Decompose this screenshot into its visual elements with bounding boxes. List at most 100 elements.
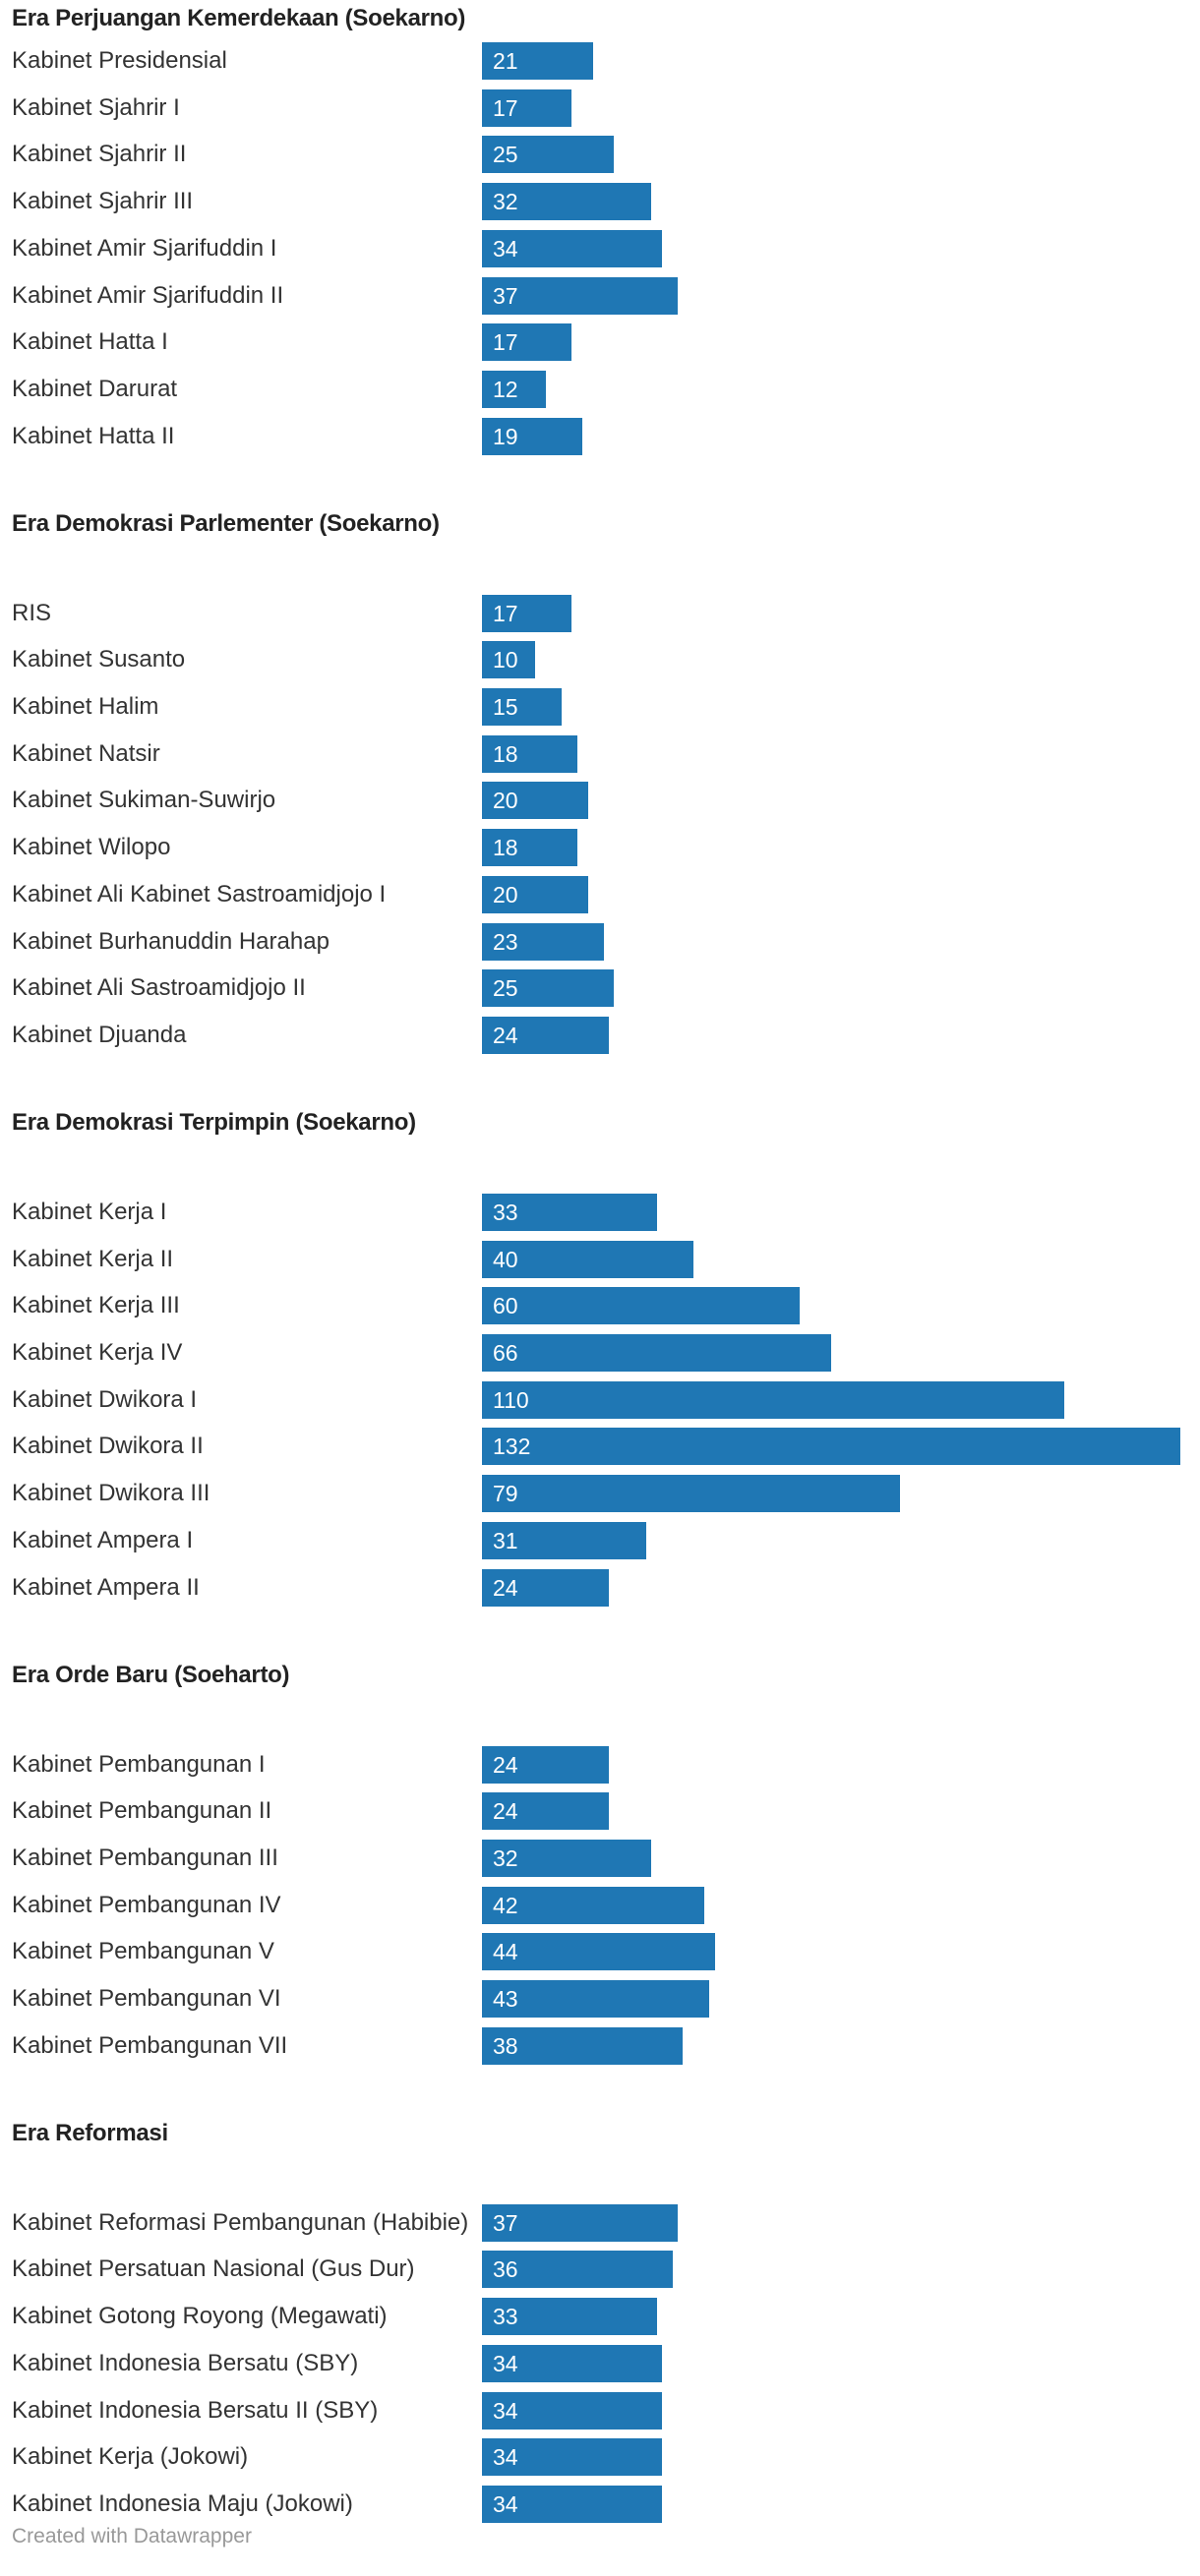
bar-value-label: 32 (493, 1844, 518, 1871)
bar: 17 (482, 594, 572, 632)
bar-value-label: 34 (493, 2444, 518, 2471)
bar: 17 (482, 323, 572, 362)
bar-value-label: 37 (493, 282, 518, 309)
bar-value-label: 42 (493, 1892, 518, 1918)
bar: 32 (482, 183, 652, 221)
bar-value-label: 31 (493, 1527, 518, 1553)
bar: 34 (482, 2438, 662, 2477)
bar-value-label: 33 (493, 1199, 518, 1225)
category-label: Kabinet Kerja (Jokowi) (12, 2443, 249, 2471)
bar: 17 (482, 88, 572, 127)
bar-value-label: 10 (493, 647, 518, 673)
bar: 31 (482, 1521, 646, 1559)
bar: 18 (482, 734, 577, 773)
bar-value-label: 32 (493, 189, 518, 215)
bar-value-label: 37 (493, 2209, 518, 2236)
bar: 25 (482, 969, 615, 1008)
category-label: Kabinet Darurat (12, 375, 178, 402)
bar-value-label: 34 (493, 2350, 518, 2376)
category-label: Kabinet Pembangunan III (12, 1844, 278, 1871)
category-label: Kabinet Kerja I (12, 1198, 167, 1225)
bar-value-label: 20 (493, 881, 518, 907)
bar-value-label: 24 (493, 1798, 518, 1825)
bar-value-label: 66 (493, 1340, 518, 1366)
bar-value-label: 40 (493, 1246, 518, 1272)
bar-value-label: 36 (493, 2256, 518, 2283)
category-label: Kabinet Gotong Royong (Megawati) (12, 2303, 388, 2330)
category-label: Kabinet Hatta II (12, 422, 175, 449)
bar: 24 (482, 1745, 610, 1784)
category-label: Kabinet Natsir (12, 739, 160, 767)
group-title: Era Perjuangan Kemerdekaan (Soekarno) (12, 5, 466, 31)
bar-value-label: 24 (493, 1574, 518, 1601)
bar: 15 (482, 688, 562, 726)
bar-value-label: 79 (493, 1481, 518, 1507)
category-label: Kabinet Ampera II (12, 1573, 200, 1601)
bar: 21 (482, 42, 593, 80)
category-label: Kabinet Ali Sastroamidjojo II (12, 974, 306, 1002)
category-label: Kabinet Hatta I (12, 328, 168, 356)
bar-value-label: 15 (493, 694, 518, 720)
category-label: RIS (12, 599, 52, 626)
category-label: Kabinet Kerja IV (12, 1339, 183, 1366)
category-label: Kabinet Kerja II (12, 1245, 174, 1272)
category-label: Kabinet Sjahrir II (12, 141, 187, 168)
bar: 60 (482, 1287, 800, 1325)
bar-value-label: 19 (493, 423, 518, 449)
group-title: Era Demokrasi Parlementer (Soekarno) (12, 509, 440, 537)
bar: 20 (482, 875, 588, 913)
bar-value-label: 44 (493, 1939, 518, 1965)
bar: 25 (482, 136, 615, 174)
bar: 33 (482, 1193, 657, 1231)
bar-value-label: 18 (493, 740, 518, 767)
category-label: Kabinet Ali Kabinet Sastroamidjojo I (12, 880, 387, 907)
bar: 23 (482, 922, 604, 961)
bar-value-label: 34 (493, 235, 518, 262)
category-label: Kabinet Pembangunan II (12, 1797, 272, 1825)
bar: 38 (482, 2026, 684, 2065)
category-label: Kabinet Pembangunan VI (12, 1985, 281, 2012)
bar: 10 (482, 641, 535, 679)
bar: 34 (482, 2344, 662, 2382)
category-label: Kabinet Susanto (12, 646, 186, 673)
group-title: Era Demokrasi Terpimpin (Soekarno) (12, 1108, 416, 1136)
bar-value-label: 38 (493, 2032, 518, 2059)
category-label: Kabinet Indonesia Maju (Jokowi) (12, 2489, 353, 2517)
bar: 24 (482, 1016, 610, 1054)
category-label: Kabinet Pembangunan I (12, 1750, 266, 1778)
bar: 40 (482, 1240, 694, 1278)
category-label: Kabinet Sjahrir III (12, 188, 194, 215)
bar: 37 (482, 276, 678, 315)
bar: 19 (482, 417, 583, 455)
category-label: Kabinet Persatuan Nasional (Gus Dur) (12, 2255, 415, 2283)
category-label: Kabinet Djuanda (12, 1021, 187, 1048)
bar-value-label: 34 (493, 2490, 518, 2517)
bar-value-label: 20 (493, 788, 518, 814)
bar: 79 (482, 1475, 900, 1513)
bar-value-label: 132 (493, 1434, 531, 1460)
category-label: Kabinet Sjahrir I (12, 93, 180, 121)
category-label: Kabinet Sukiman-Suwirjo (12, 787, 276, 814)
category-label: Kabinet Kerja III (12, 1292, 180, 1319)
bar-value-label: 43 (493, 1986, 518, 2012)
bar-value-label: 34 (493, 2397, 518, 2424)
bar: 66 (482, 1334, 831, 1372)
category-label: Kabinet Indonesia Bersatu II (SBY) (12, 2396, 379, 2424)
bar: 44 (482, 1933, 715, 1971)
bar-value-label: 24 (493, 1751, 518, 1778)
bar-value-label: 17 (493, 329, 518, 356)
bar: 12 (482, 370, 546, 408)
bar-value-label: 24 (493, 1022, 518, 1048)
category-label: Kabinet Wilopo (12, 834, 171, 861)
category-label: Kabinet Pembangunan VII (12, 2031, 288, 2059)
category-label: Kabinet Presidensial (12, 47, 227, 74)
category-label: Kabinet Dwikora I (12, 1385, 198, 1413)
bar: 132 (482, 1428, 1180, 1466)
category-label: Kabinet Reformasi Pembangunan (Habibie) (12, 2208, 469, 2236)
category-label: Kabinet Halim (12, 693, 159, 720)
bar-value-label: 17 (493, 600, 518, 626)
category-label: Kabinet Amir Sjarifuddin II (12, 281, 284, 309)
bar: 24 (482, 1792, 610, 1831)
bar: 110 (482, 1380, 1064, 1419)
